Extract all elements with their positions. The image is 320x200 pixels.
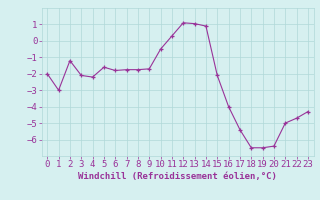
X-axis label: Windchill (Refroidissement éolien,°C): Windchill (Refroidissement éolien,°C) bbox=[78, 172, 277, 181]
